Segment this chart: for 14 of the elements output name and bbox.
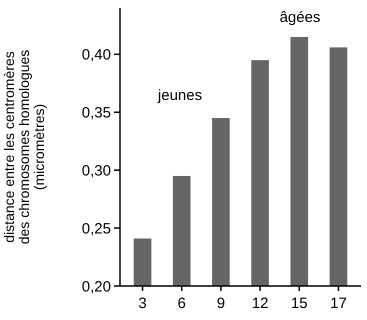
x-tick-label: 12 xyxy=(252,295,268,312)
x-tick-label: 6 xyxy=(178,295,186,312)
x-tick-label: 3 xyxy=(138,295,147,312)
x-tick-label: 17 xyxy=(330,295,347,312)
x-tick-label: 9 xyxy=(216,295,226,312)
y-tick-label: 0,35 xyxy=(82,104,111,122)
y-tick-label: 0,20 xyxy=(82,278,111,296)
annotation: jeunes xyxy=(156,87,202,104)
y-axis-title: distance entre les centromères des chromosomes homologues (micromètres) xyxy=(1,50,47,244)
y-tick-label: 0,40 xyxy=(82,46,111,64)
y-tick-label: 0,30 xyxy=(82,162,111,180)
x-tick-label: 15 xyxy=(290,295,308,312)
y-tick-label: 0,25 xyxy=(82,220,111,238)
annotation: âgées xyxy=(280,9,320,26)
